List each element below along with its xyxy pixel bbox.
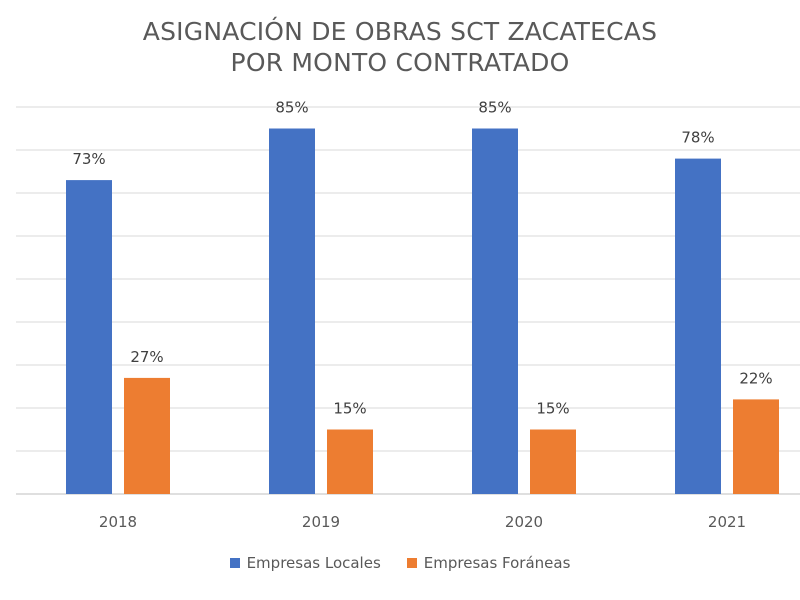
chart-subtitle: POR MONTO CONTRATADO xyxy=(230,48,570,77)
x-tick-label-2020: 2020 xyxy=(505,513,543,531)
bar-foraneas-2021 xyxy=(733,399,779,494)
legend-swatch-locales xyxy=(229,558,240,568)
data-label-locales-2020: 85% xyxy=(478,99,511,117)
x-tick-label-2019: 2019 xyxy=(302,513,340,531)
legend-item-locales: Empresas Locales xyxy=(229,554,381,572)
data-label-foraneas-2020: 15% xyxy=(536,400,569,418)
legend: Empresas Locales Empresas Foráneas xyxy=(0,554,800,572)
data-label-locales-2021: 78% xyxy=(681,129,714,147)
chart-title: ASIGNACIÓN DE OBRAS SCT ZACATECAS xyxy=(142,17,658,46)
legend-label-foraneas: Empresas Foráneas xyxy=(423,554,571,572)
bar-locales-2018 xyxy=(66,180,112,494)
bar-foraneas-2018 xyxy=(124,377,170,494)
x-tick-label-2021: 2021 xyxy=(708,513,746,531)
chart-title-block: ASIGNACIÓN DE OBRAS SCT ZACATECAS POR MO… xyxy=(0,16,800,78)
legend-label-locales: Empresas Locales xyxy=(246,554,381,572)
bar-locales-2019 xyxy=(269,128,315,494)
data-labels: 73% 27% 85% 15% 85% 15% 78% 22% xyxy=(72,99,772,418)
data-label-foraneas-2018: 27% xyxy=(130,348,163,366)
bar-foraneas-2019 xyxy=(327,429,373,494)
data-label-locales-2018: 73% xyxy=(72,150,105,168)
legend-swatch-foraneas xyxy=(406,558,417,568)
bars xyxy=(66,128,779,494)
data-label-foraneas-2019: 15% xyxy=(333,400,366,418)
bar-locales-2020 xyxy=(472,128,518,494)
data-label-locales-2019: 85% xyxy=(275,99,308,117)
gridlines xyxy=(16,106,800,495)
data-label-foraneas-2021: 22% xyxy=(739,369,772,387)
legend-item-foraneas: Empresas Foráneas xyxy=(406,554,571,572)
x-tick-label-2018: 2018 xyxy=(99,513,137,531)
bar-foraneas-2020 xyxy=(530,429,576,494)
x-axis-ticks: 2018 2019 2020 2021 xyxy=(99,513,746,531)
bar-locales-2021 xyxy=(675,158,721,494)
